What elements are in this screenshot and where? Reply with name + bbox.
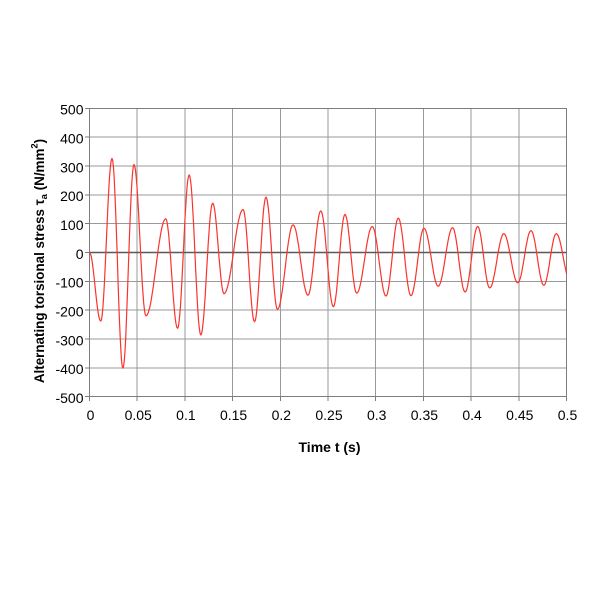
svg-text:-400: -400 xyxy=(55,361,83,377)
svg-text:0.05: 0.05 xyxy=(125,407,152,423)
svg-text:Alternating torsional stress τ: Alternating torsional stress τa (N/mm2) xyxy=(30,139,51,383)
svg-text:0: 0 xyxy=(87,407,95,423)
svg-text:-200: -200 xyxy=(55,304,83,320)
svg-text:0.3: 0.3 xyxy=(367,407,387,423)
svg-text:-300: -300 xyxy=(55,332,83,348)
svg-text:0.1: 0.1 xyxy=(176,407,196,423)
svg-text:-500: -500 xyxy=(55,390,83,406)
svg-text:100: 100 xyxy=(60,217,84,233)
svg-text:0.15: 0.15 xyxy=(220,407,247,423)
svg-text:0.35: 0.35 xyxy=(411,407,438,423)
svg-text:0: 0 xyxy=(76,246,84,262)
svg-text:0.4: 0.4 xyxy=(462,407,482,423)
svg-text:0.2: 0.2 xyxy=(272,407,292,423)
svg-text:300: 300 xyxy=(60,159,84,175)
svg-text:0.25: 0.25 xyxy=(315,407,342,423)
svg-text:0.5: 0.5 xyxy=(558,407,578,423)
svg-text:-100: -100 xyxy=(55,275,83,291)
svg-text:200: 200 xyxy=(60,188,84,204)
svg-text:400: 400 xyxy=(60,131,84,147)
svg-text:Time t (s): Time t (s) xyxy=(299,439,361,455)
svg-text:0.45: 0.45 xyxy=(506,407,533,423)
svg-text:500: 500 xyxy=(60,102,84,118)
